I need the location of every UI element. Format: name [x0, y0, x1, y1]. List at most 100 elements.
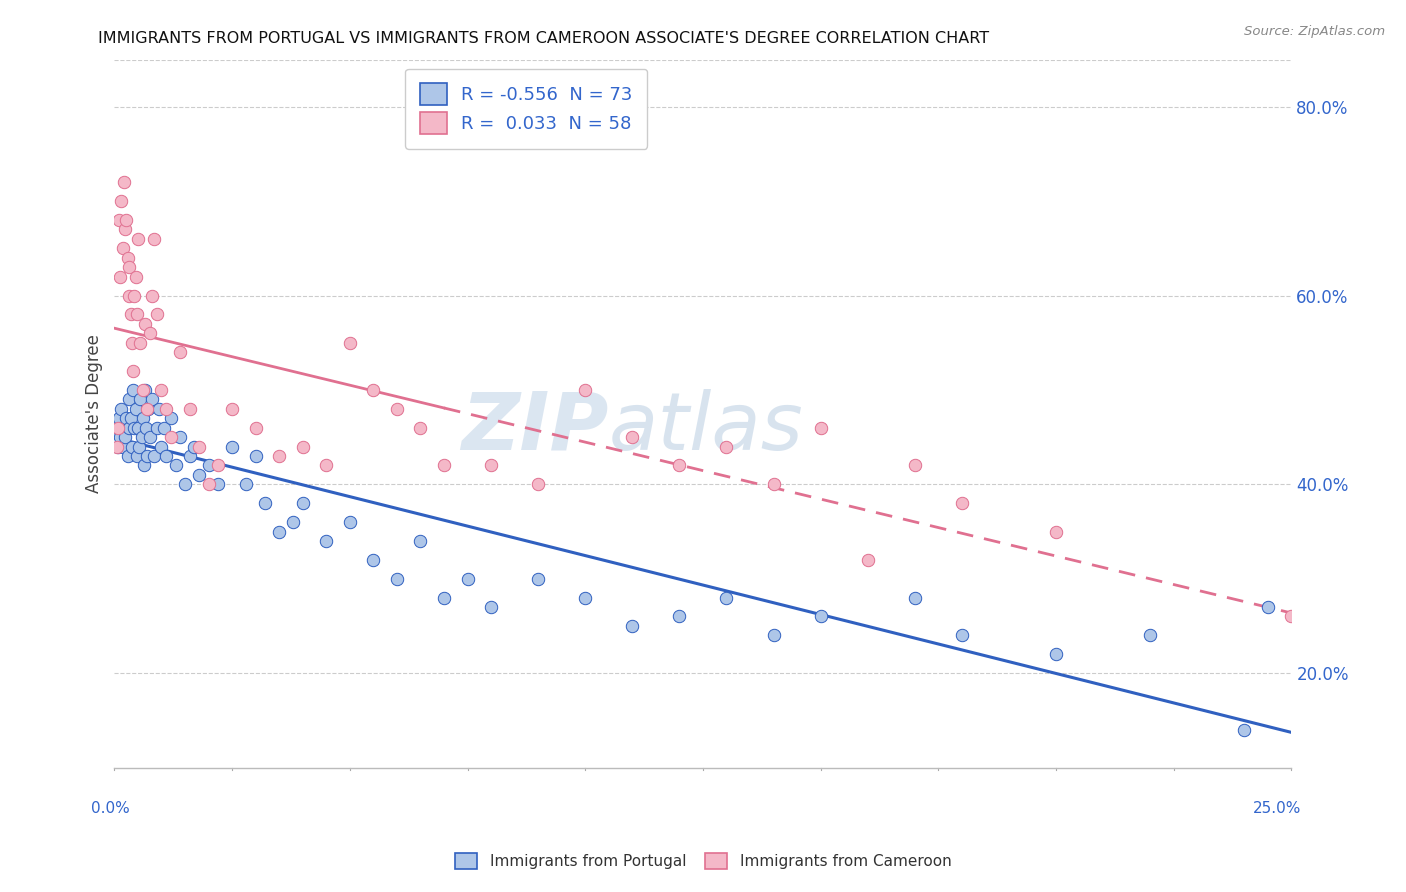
Point [165, 458, 187, 473]
Point [169, 345, 191, 359]
Point [155, 449, 177, 463]
Point [136, 401, 159, 416]
Point [135, 420, 157, 434]
Point [291, 496, 314, 510]
Point [160, 411, 183, 425]
Point [105, 420, 128, 434]
Point [179, 401, 201, 416]
Point [138, 430, 160, 444]
Point [245, 449, 267, 463]
Point [621, 619, 644, 633]
Point [457, 572, 479, 586]
Point [479, 458, 502, 473]
Point [904, 591, 927, 605]
Point [127, 232, 149, 246]
Point [125, 308, 148, 322]
Point [107, 440, 129, 454]
Point [207, 458, 229, 473]
Text: ZIP: ZIP [461, 389, 609, 467]
Point [433, 458, 456, 473]
Point [1045, 647, 1067, 661]
Point [160, 430, 183, 444]
Point [131, 411, 153, 425]
Text: atlas: atlas [609, 389, 803, 467]
Point [111, 440, 134, 454]
Point [105, 440, 128, 454]
Point [110, 194, 132, 209]
Point [122, 288, 145, 302]
Point [339, 515, 361, 529]
Point [141, 392, 163, 407]
Point [121, 335, 143, 350]
Point [121, 440, 143, 454]
Point [810, 609, 832, 624]
Y-axis label: Associate's Degree: Associate's Degree [86, 334, 103, 493]
Point [148, 401, 170, 416]
Point [112, 420, 135, 434]
Point [409, 420, 432, 434]
Point [527, 477, 550, 491]
Point [188, 440, 211, 454]
Point [235, 477, 257, 491]
Point [950, 496, 973, 510]
Point [254, 496, 277, 510]
Text: 0.0%: 0.0% [91, 800, 129, 815]
Text: IMMIGRANTS FROM PORTUGAL VS IMMIGRANTS FROM CAMEROON ASSOCIATE'S DEGREE CORRELAT: IMMIGRANTS FROM PORTUGAL VS IMMIGRANTS F… [98, 31, 990, 46]
Point [315, 533, 337, 548]
Point [197, 477, 219, 491]
Point [153, 420, 176, 434]
Point [1257, 600, 1279, 615]
Point [118, 260, 141, 275]
Point [385, 572, 408, 586]
Point [221, 440, 243, 454]
Point [110, 401, 132, 416]
Point [108, 213, 131, 227]
Point [245, 420, 267, 434]
Point [138, 326, 160, 341]
Point [120, 308, 142, 322]
Point [1045, 524, 1067, 539]
Point [122, 420, 145, 434]
Point [128, 440, 150, 454]
Point [136, 449, 159, 463]
Point [207, 477, 229, 491]
Point [112, 175, 135, 189]
Point [127, 420, 149, 434]
Point [108, 430, 131, 444]
Point [131, 383, 153, 397]
Point [188, 467, 211, 482]
Point [150, 440, 173, 454]
Point [169, 430, 191, 444]
Point [131, 430, 153, 444]
Point [291, 440, 314, 454]
Text: Source: ZipAtlas.com: Source: ZipAtlas.com [1244, 25, 1385, 38]
Point [574, 383, 596, 397]
Legend: Immigrants from Portugal, Immigrants from Cameroon: Immigrants from Portugal, Immigrants fro… [449, 847, 957, 875]
Point [339, 335, 361, 350]
Point [117, 251, 139, 265]
Point [155, 401, 177, 416]
Point [574, 591, 596, 605]
Point [668, 458, 690, 473]
Point [197, 458, 219, 473]
Point [363, 553, 385, 567]
Point [114, 430, 136, 444]
Point [269, 524, 291, 539]
Point [134, 317, 156, 331]
Legend: R = -0.556  N = 73, R =  0.033  N = 58: R = -0.556 N = 73, R = 0.033 N = 58 [405, 69, 647, 149]
Point [716, 440, 738, 454]
Point [117, 392, 139, 407]
Point [120, 411, 142, 425]
Point [143, 449, 166, 463]
Point [527, 572, 550, 586]
Point [118, 420, 141, 434]
Point [221, 401, 243, 416]
Point [433, 591, 456, 605]
Point [129, 335, 152, 350]
Point [108, 411, 131, 425]
Point [115, 411, 138, 425]
Point [1139, 628, 1161, 642]
Point [904, 458, 927, 473]
Point [283, 515, 305, 529]
Point [315, 458, 337, 473]
